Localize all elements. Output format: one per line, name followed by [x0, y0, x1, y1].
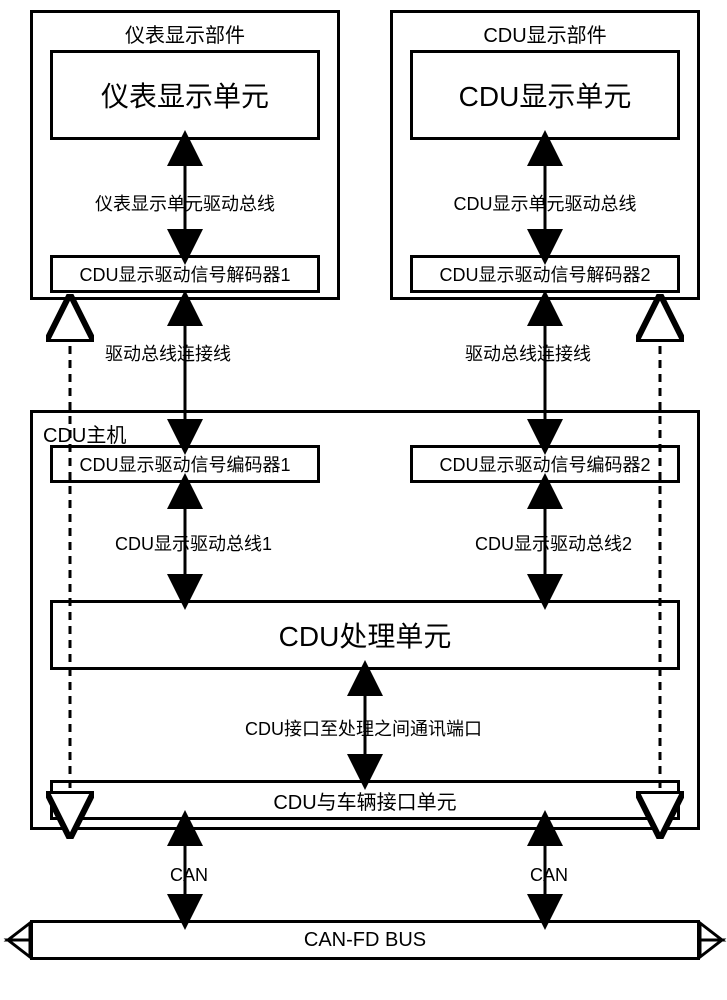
instrument-unit-label: 仪表显示单元 — [101, 75, 269, 115]
can-fd-bus: CAN-FD BUS — [30, 920, 700, 960]
can-fd-bus-label: CAN-FD BUS — [304, 929, 426, 952]
cdu-component-title: CDU显示部件 — [483, 19, 606, 48]
cdu-drive-bus-1: CDU显示驱动总线1 — [115, 530, 272, 556]
cdu-drive-bus-2: CDU显示驱动总线2 — [475, 530, 632, 556]
instrument-display-unit: 仪表显示单元 — [50, 50, 320, 140]
encoder1-label: CDU显示驱动信号编码器1 — [79, 451, 290, 477]
cdu-encoder-1: CDU显示驱动信号编码器1 — [50, 445, 320, 483]
cdu-unit-label: CDU显示单元 — [459, 75, 632, 115]
decoder2-label: CDU显示驱动信号解码器2 — [439, 261, 650, 287]
cdu-decoder-1: CDU显示驱动信号解码器1 — [50, 255, 320, 293]
cdu-decoder-2: CDU显示驱动信号解码器2 — [410, 255, 680, 293]
can-left-label: CAN — [170, 865, 208, 886]
encoder2-label: CDU显示驱动信号编码器2 — [439, 451, 650, 477]
instrument-component-title: 仪表显示部件 — [125, 19, 245, 48]
cdu-processor: CDU处理单元 — [50, 600, 680, 670]
decoder1-label: CDU显示驱动信号解码器1 — [79, 261, 290, 287]
instrument-bus-label: 仪表显示单元驱动总线 — [90, 190, 280, 216]
cdu-encoder-2: CDU显示驱动信号编码器2 — [410, 445, 680, 483]
cdu-display-unit: CDU显示单元 — [410, 50, 680, 140]
cdu-host-title: CDU主机 — [43, 419, 126, 448]
cdu-comm-port: CDU接口至处理之间通讯端口 — [245, 715, 482, 741]
cdu-vehicle-interface: CDU与车辆接口单元 — [50, 780, 680, 820]
drive-bus-connect-right: 驱动总线连接线 — [465, 340, 591, 366]
cdu-bus-label: CDU显示单元驱动总线 — [450, 190, 640, 216]
diagram-root: 仪表显示部件 仪表显示单元 CDU显示驱动信号解码器1 CDU显示部件 CDU显… — [0, 0, 727, 1000]
interface-label: CDU与车辆接口单元 — [273, 786, 456, 815]
processor-label: CDU处理单元 — [279, 615, 452, 655]
drive-bus-connect-left: 驱动总线连接线 — [105, 340, 231, 366]
can-right-label: CAN — [530, 865, 568, 886]
